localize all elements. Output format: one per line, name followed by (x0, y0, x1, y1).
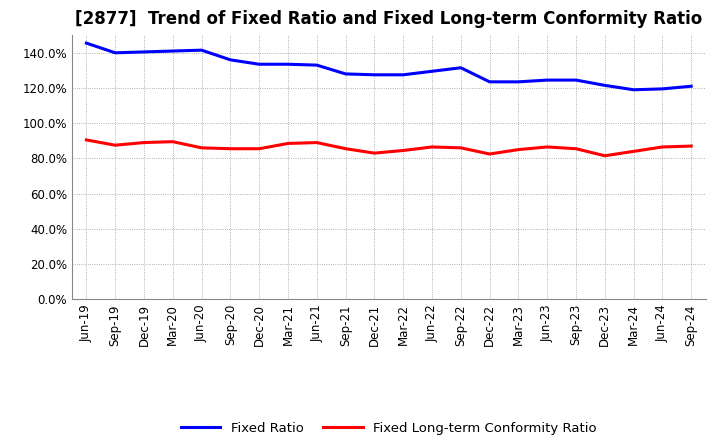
Fixed Ratio (341, 71, 350, 77)
Fixed Long-term Conformity Ratio (226, 146, 235, 151)
Fixed Long-term Conformity Ratio (514, 147, 523, 152)
Fixed Ratio (255, 62, 264, 67)
Fixed Ratio (600, 83, 609, 88)
Fixed Long-term Conformity Ratio (687, 143, 696, 149)
Fixed Ratio (197, 48, 206, 53)
Fixed Long-term Conformity Ratio (629, 149, 638, 154)
Title: [2877]  Trend of Fixed Ratio and Fixed Long-term Conformity Ratio: [2877] Trend of Fixed Ratio and Fixed Lo… (75, 10, 703, 28)
Fixed Long-term Conformity Ratio (284, 141, 292, 146)
Fixed Long-term Conformity Ratio (399, 148, 408, 153)
Fixed Long-term Conformity Ratio (312, 140, 321, 145)
Fixed Long-term Conformity Ratio (543, 144, 552, 150)
Fixed Long-term Conformity Ratio (255, 146, 264, 151)
Fixed Ratio (658, 86, 667, 92)
Fixed Ratio (687, 84, 696, 89)
Fixed Ratio (543, 77, 552, 83)
Fixed Long-term Conformity Ratio (370, 150, 379, 156)
Line: Fixed Ratio: Fixed Ratio (86, 43, 691, 90)
Fixed Ratio (399, 72, 408, 77)
Fixed Long-term Conformity Ratio (82, 137, 91, 143)
Fixed Ratio (312, 62, 321, 68)
Fixed Ratio (456, 65, 465, 70)
Legend: Fixed Ratio, Fixed Long-term Conformity Ratio: Fixed Ratio, Fixed Long-term Conformity … (175, 417, 603, 440)
Fixed Long-term Conformity Ratio (341, 146, 350, 151)
Fixed Long-term Conformity Ratio (572, 146, 580, 151)
Fixed Long-term Conformity Ratio (428, 144, 436, 150)
Fixed Long-term Conformity Ratio (456, 145, 465, 150)
Fixed Ratio (82, 40, 91, 46)
Fixed Long-term Conformity Ratio (168, 139, 177, 144)
Fixed Ratio (111, 50, 120, 55)
Fixed Long-term Conformity Ratio (140, 140, 148, 145)
Fixed Long-term Conformity Ratio (600, 153, 609, 158)
Fixed Long-term Conformity Ratio (485, 151, 494, 157)
Fixed Ratio (428, 69, 436, 74)
Fixed Long-term Conformity Ratio (111, 143, 120, 148)
Fixed Ratio (514, 79, 523, 84)
Fixed Ratio (572, 77, 580, 83)
Fixed Ratio (629, 87, 638, 92)
Fixed Ratio (168, 48, 177, 54)
Fixed Ratio (485, 79, 494, 84)
Fixed Ratio (140, 49, 148, 55)
Fixed Ratio (226, 57, 235, 62)
Fixed Long-term Conformity Ratio (658, 144, 667, 150)
Fixed Long-term Conformity Ratio (197, 145, 206, 150)
Fixed Ratio (284, 62, 292, 67)
Line: Fixed Long-term Conformity Ratio: Fixed Long-term Conformity Ratio (86, 140, 691, 156)
Fixed Ratio (370, 72, 379, 77)
